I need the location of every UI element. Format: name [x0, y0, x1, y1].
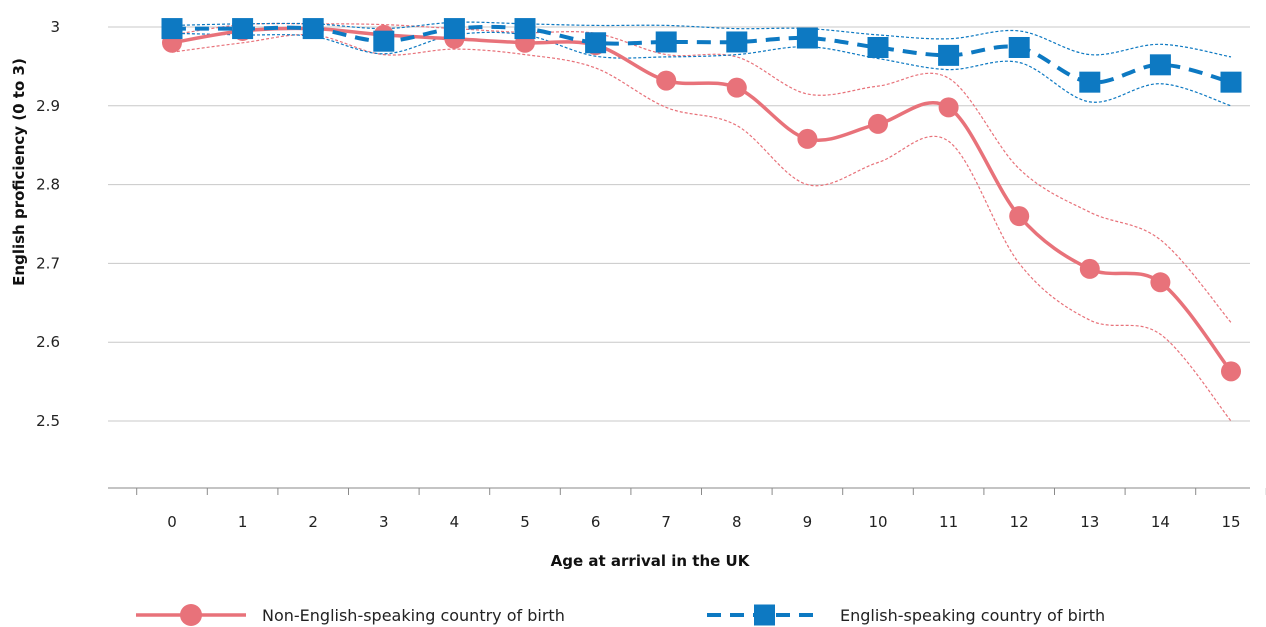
y-tick-label: 2.7 [36, 254, 60, 272]
series-1-lower-bound [171, 31, 1232, 107]
y-tick-label: 2.9 [36, 97, 60, 115]
series-0-point [656, 70, 677, 91]
x-tick-label: 13 [1080, 513, 1099, 531]
series-1-point [443, 18, 465, 40]
y-axis: 2.5 2.6 2.7 2.8 2.9 3 [36, 18, 60, 430]
x-tick-label: 2 [308, 513, 318, 531]
series-1-point [1220, 71, 1242, 93]
series-1-point [232, 18, 254, 40]
series-0-point [1009, 206, 1030, 227]
x-tick-label: 7 [661, 513, 671, 531]
series-1-point [161, 18, 183, 40]
series-1-upper-bound [171, 21, 1232, 58]
confidence-bands [171, 21, 1232, 422]
x-tick-label: 8 [732, 513, 742, 531]
series-1-point [302, 18, 324, 40]
series-1-point [1149, 54, 1171, 76]
series-0-point [1221, 361, 1241, 382]
series-1-line [172, 24, 1232, 85]
series-1-point [796, 27, 818, 49]
legend-marker [754, 604, 775, 626]
x-tick-label: 9 [803, 513, 813, 531]
series-1-point [514, 18, 536, 40]
series-0-point [797, 128, 818, 149]
series-1-point [1079, 71, 1101, 93]
x-tick-label: 1 [238, 513, 248, 531]
series-0-point [726, 77, 747, 98]
x-tick-label: 12 [1010, 513, 1029, 531]
x-tick-label: 3 [379, 513, 389, 531]
series-lines [171, 24, 1233, 373]
series-0-point [868, 113, 888, 134]
series-1-point [867, 36, 889, 58]
legend-item-1: English-speaking country of birth [707, 604, 1105, 626]
x-tick-label: 4 [450, 513, 460, 531]
x-tick-label: 11 [939, 513, 958, 531]
series-1-point [726, 31, 748, 53]
x-tick-label: 10 [868, 513, 887, 531]
x-axis: 0 1 2 3 4 5 6 7 8 9 10 11 12 13 14 15 [108, 487, 1266, 531]
series-0-lower-bound [171, 33, 1232, 422]
series-1-point [655, 31, 677, 53]
y-tick-label: 2.8 [36, 176, 60, 194]
series-1-point [373, 30, 395, 52]
y-axis-title: English proficiency (0 to 3) [10, 58, 28, 286]
y-tick-label: 3 [50, 18, 60, 36]
series-markers [161, 18, 1242, 382]
y-tick-label: 2.5 [36, 412, 60, 430]
x-axis-title: Age at arrival in the UK [551, 552, 751, 570]
legend: Non-English-speaking country of birth Eng… [136, 604, 1105, 626]
legend-label: Non-English-speaking country of birth [262, 606, 565, 625]
x-tick-label: 15 [1221, 513, 1240, 531]
y-tick-label: 2.6 [36, 333, 60, 351]
series-0-line [171, 26, 1233, 373]
x-tick-label: 14 [1151, 513, 1170, 531]
x-tick-label: 5 [520, 513, 530, 531]
series-1-point [938, 44, 960, 66]
grid-lines [108, 26, 1250, 422]
legend-marker [180, 604, 202, 626]
legend-item-0: Non-English-speaking country of birth [136, 604, 565, 626]
series-0-point [1150, 272, 1171, 293]
series-0-upper-bound [171, 22, 1232, 323]
series-1-point [585, 32, 607, 54]
series-1-point [1008, 36, 1030, 58]
series-0-point [1079, 258, 1100, 279]
series-0-point [938, 97, 959, 118]
x-tick-label: 6 [591, 513, 601, 531]
x-tick-label: 0 [167, 513, 177, 531]
legend-label: English-speaking country of birth [840, 606, 1105, 625]
